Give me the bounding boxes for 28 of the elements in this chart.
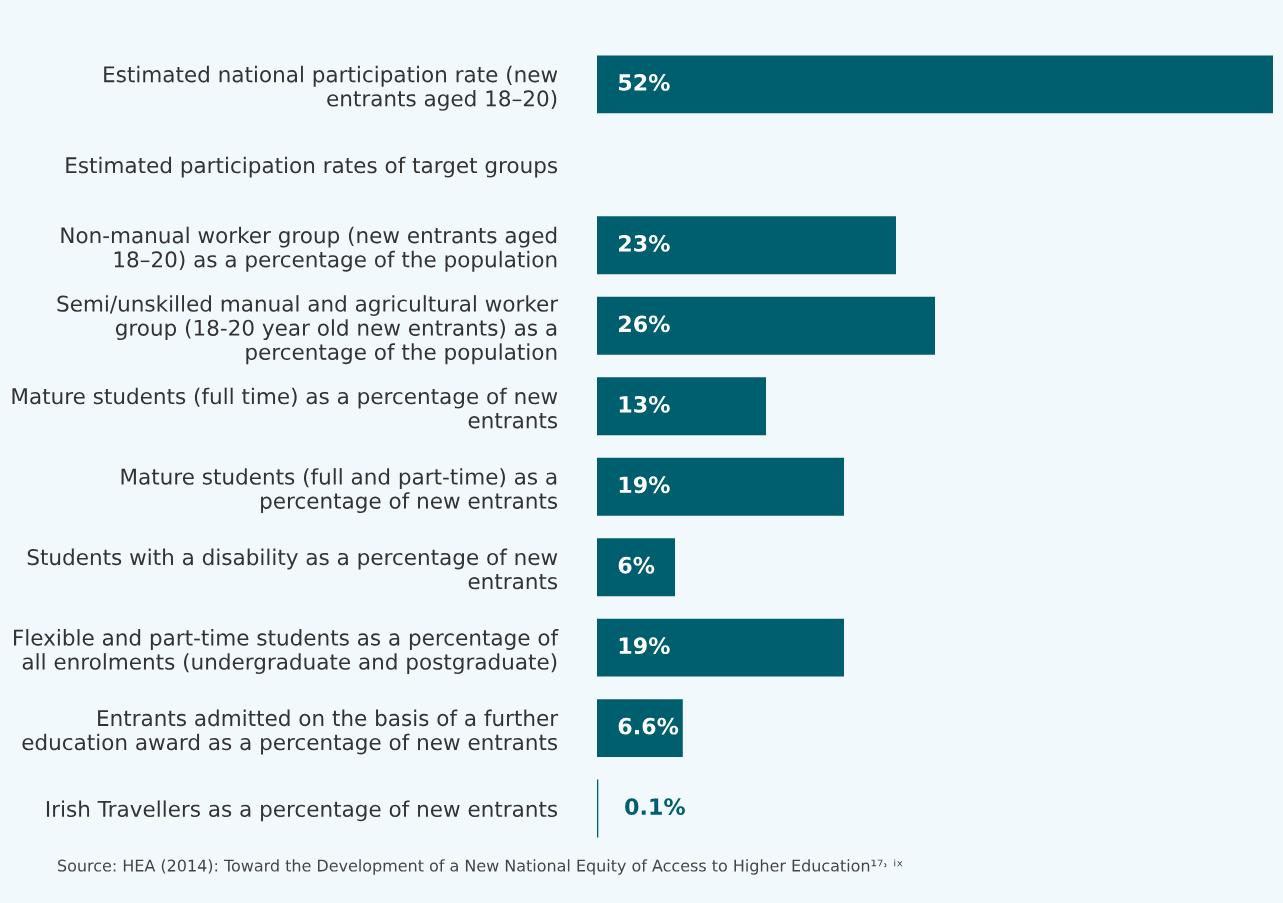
y-tick-label: Estimated participation rates of target groups <box>66 156 558 178</box>
bar <box>597 699 683 758</box>
y-tick-label: Flexible and part-time students as a percentage of all enrolments (undergraduate and postgraduate) <box>14 629 559 674</box>
data-label: 19% <box>619 637 670 655</box>
y-tick-label: Entrants admitted on the basis of a further education award as a percentage of new entrants <box>22 709 559 755</box>
data-label: 13% <box>619 395 670 413</box>
y-tick-label: Estimated national participation rate (new entrants aged 18–20) <box>104 65 558 111</box>
y-tick-label: Non-manual worker group (new entrants aged 18–20) as a percentage of the population <box>61 226 557 272</box>
bar <box>597 296 935 355</box>
y-tick-label: Mature students (full time) as a percentage of new entrants <box>12 387 558 429</box>
y-tick-label: Students with a disability as a percentage of new entrants <box>27 548 558 590</box>
source-note: Source: HEA (2014): Toward the Development of a New National Equity of Access to Higher Education¹⁷˒ ⁱˣ <box>58 859 903 875</box>
data-label: 23% <box>619 234 670 252</box>
data-label: 26% <box>619 315 670 333</box>
bar <box>597 377 766 436</box>
y-tick-label: Irish Travellers as a percentage of new entrants <box>46 800 558 822</box>
data-label: 0.1% <box>625 798 685 816</box>
y-tick-label: Semi/unskilled manual and agricultural worker group (18-20 year old new entrants) as a percentage of the population <box>57 295 559 365</box>
data-label: 19% <box>619 476 670 494</box>
bar <box>597 538 675 597</box>
bar <box>597 55 1273 114</box>
bar <box>597 457 844 516</box>
data-label: 52% <box>619 74 670 91</box>
bar <box>597 618 844 677</box>
data-label: 6.6% <box>618 717 679 735</box>
bar <box>597 216 896 275</box>
y-tick-label: Mature students (full and part-time) as a percentage of new entrants <box>121 468 558 514</box>
data-label: 6% <box>618 556 655 574</box>
